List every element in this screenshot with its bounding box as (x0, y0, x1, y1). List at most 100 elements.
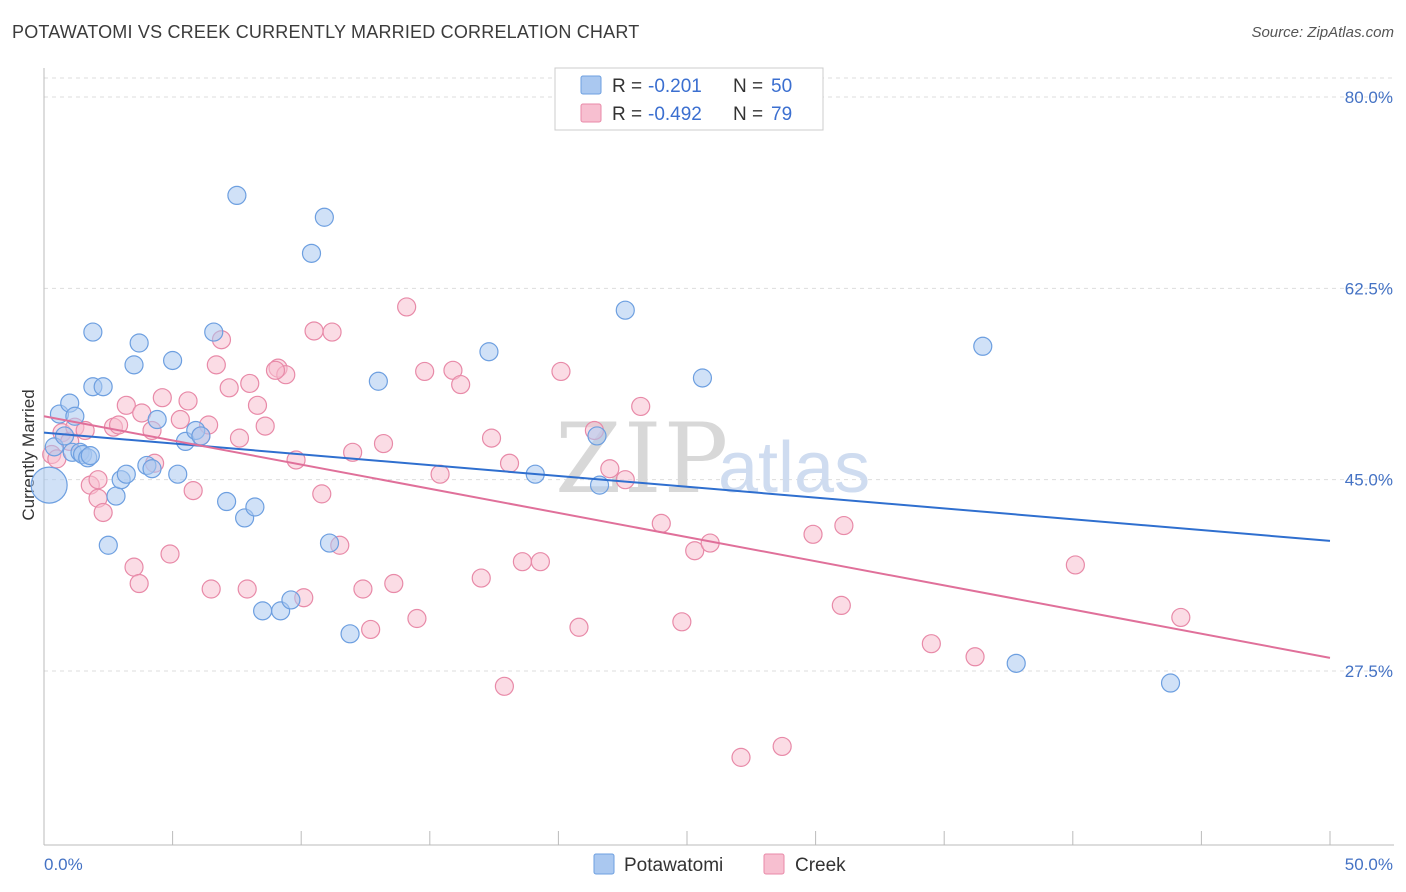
creek-point (178, 391, 198, 411)
creek-point (471, 568, 491, 588)
potawatomi-point (281, 590, 301, 610)
creek-point (265, 360, 286, 380)
creek-points (42, 297, 1191, 767)
y-tick-labels: 27.5% 45.0% 62.5% 80.0% (1345, 88, 1393, 681)
creek-point (88, 470, 108, 490)
potawatomi-r-value: -0.201 (648, 76, 702, 97)
chart-title: POTAWATOMI VS CREEK CURRENTLY MARRIED CO… (12, 22, 640, 42)
creek-point (834, 515, 854, 536)
creek-point (415, 361, 435, 382)
potawatomi-swatch (580, 75, 602, 95)
creek-point (499, 453, 520, 473)
x-ticks (43, 831, 1331, 845)
creek-point (384, 573, 404, 594)
potawatomi-point (615, 300, 635, 320)
y-axis-label: Currently Married (19, 389, 38, 520)
potawatomi-point (191, 426, 211, 446)
potawatomi-point (245, 497, 265, 517)
potawatomi-n-value: 50 (771, 76, 792, 97)
creek-point (685, 541, 705, 561)
watermark: ZIP atlas (555, 403, 870, 515)
potawatomi-point (54, 426, 75, 446)
potawatomi-point (314, 207, 334, 227)
potawatomi-point (80, 446, 100, 466)
potawatomi-n-label: N = (733, 76, 763, 97)
potawatomi-point (587, 426, 607, 446)
creek-point (451, 374, 471, 395)
legend-potawatomi-label: Potawatomi (624, 855, 723, 876)
potawatomi-point (147, 409, 167, 430)
creek-r-value: -0.492 (648, 104, 702, 125)
creek-point (247, 395, 268, 415)
creek-point (631, 396, 651, 417)
potawatomi-point (168, 464, 188, 484)
legend-creek-label: Creek (795, 855, 846, 876)
creek-n-label: N = (733, 104, 763, 125)
creek-point (93, 502, 113, 523)
potawatomi-point (227, 185, 247, 205)
creek-r-label: R = (612, 104, 642, 125)
creek-point (481, 428, 502, 448)
potawatomi-r-label: R = (612, 76, 642, 97)
potawatomi-point (253, 601, 273, 621)
creek-point (237, 579, 257, 599)
creek-point (407, 608, 427, 629)
potawatomi-point (217, 491, 237, 512)
creek-point (615, 470, 635, 490)
creek-point (772, 736, 792, 757)
potawatomi-point (93, 377, 113, 397)
potawatomi-point (30, 466, 68, 504)
creek-point (170, 409, 190, 430)
potawatomi-point (973, 336, 993, 356)
potawatomi-point (368, 371, 388, 391)
creek-point (312, 484, 332, 504)
creek-point (921, 634, 941, 654)
potawatomi-points (30, 185, 1181, 693)
creek-point (512, 552, 532, 572)
potawatomi-point (301, 243, 322, 263)
creek-point (353, 579, 373, 599)
creek-point (1171, 607, 1191, 628)
creek-point (831, 595, 851, 616)
potawatomi-point (319, 533, 340, 553)
watermark-zip: ZIP (555, 403, 730, 515)
watermark-atlas: atlas (718, 428, 870, 508)
y-tick-label: 80.0% (1345, 88, 1393, 107)
creek-point (569, 617, 589, 637)
potawatomi-point (204, 322, 224, 342)
potawatomi-point (124, 355, 144, 375)
creek-point (1065, 555, 1085, 575)
potawatomi-point (129, 333, 149, 353)
potawatomi-point (479, 342, 499, 362)
potawatomi-trend-line (43, 431, 1331, 542)
creek-point (206, 355, 226, 375)
creek-point (129, 573, 149, 594)
potawatomi-point (340, 624, 360, 644)
creek-point (361, 619, 381, 640)
creek-point (124, 557, 144, 577)
creek-point (219, 378, 239, 398)
y-tick-label: 45.0% (1345, 471, 1393, 490)
source-label: Source: ZipAtlas.com (1251, 24, 1394, 41)
creek-point (229, 428, 250, 448)
creek-point (240, 373, 260, 394)
creek-point (803, 524, 823, 544)
creek-point (160, 544, 180, 564)
creek-swatch (580, 103, 602, 123)
creek-point (651, 513, 671, 534)
creek-point (304, 321, 324, 341)
creek-point (494, 676, 514, 696)
potawatomi-point (163, 350, 183, 371)
potawatomi-point (1160, 673, 1181, 693)
potawatomi-point (116, 464, 136, 484)
creek-point (672, 612, 692, 632)
creek-point (373, 433, 394, 454)
creek-point (430, 464, 450, 484)
creek-point (965, 647, 985, 667)
trend-lines (43, 415, 1331, 659)
creek-point (152, 388, 172, 408)
creek-point (322, 322, 342, 342)
creek-point (530, 552, 550, 572)
creek-point (600, 459, 620, 479)
